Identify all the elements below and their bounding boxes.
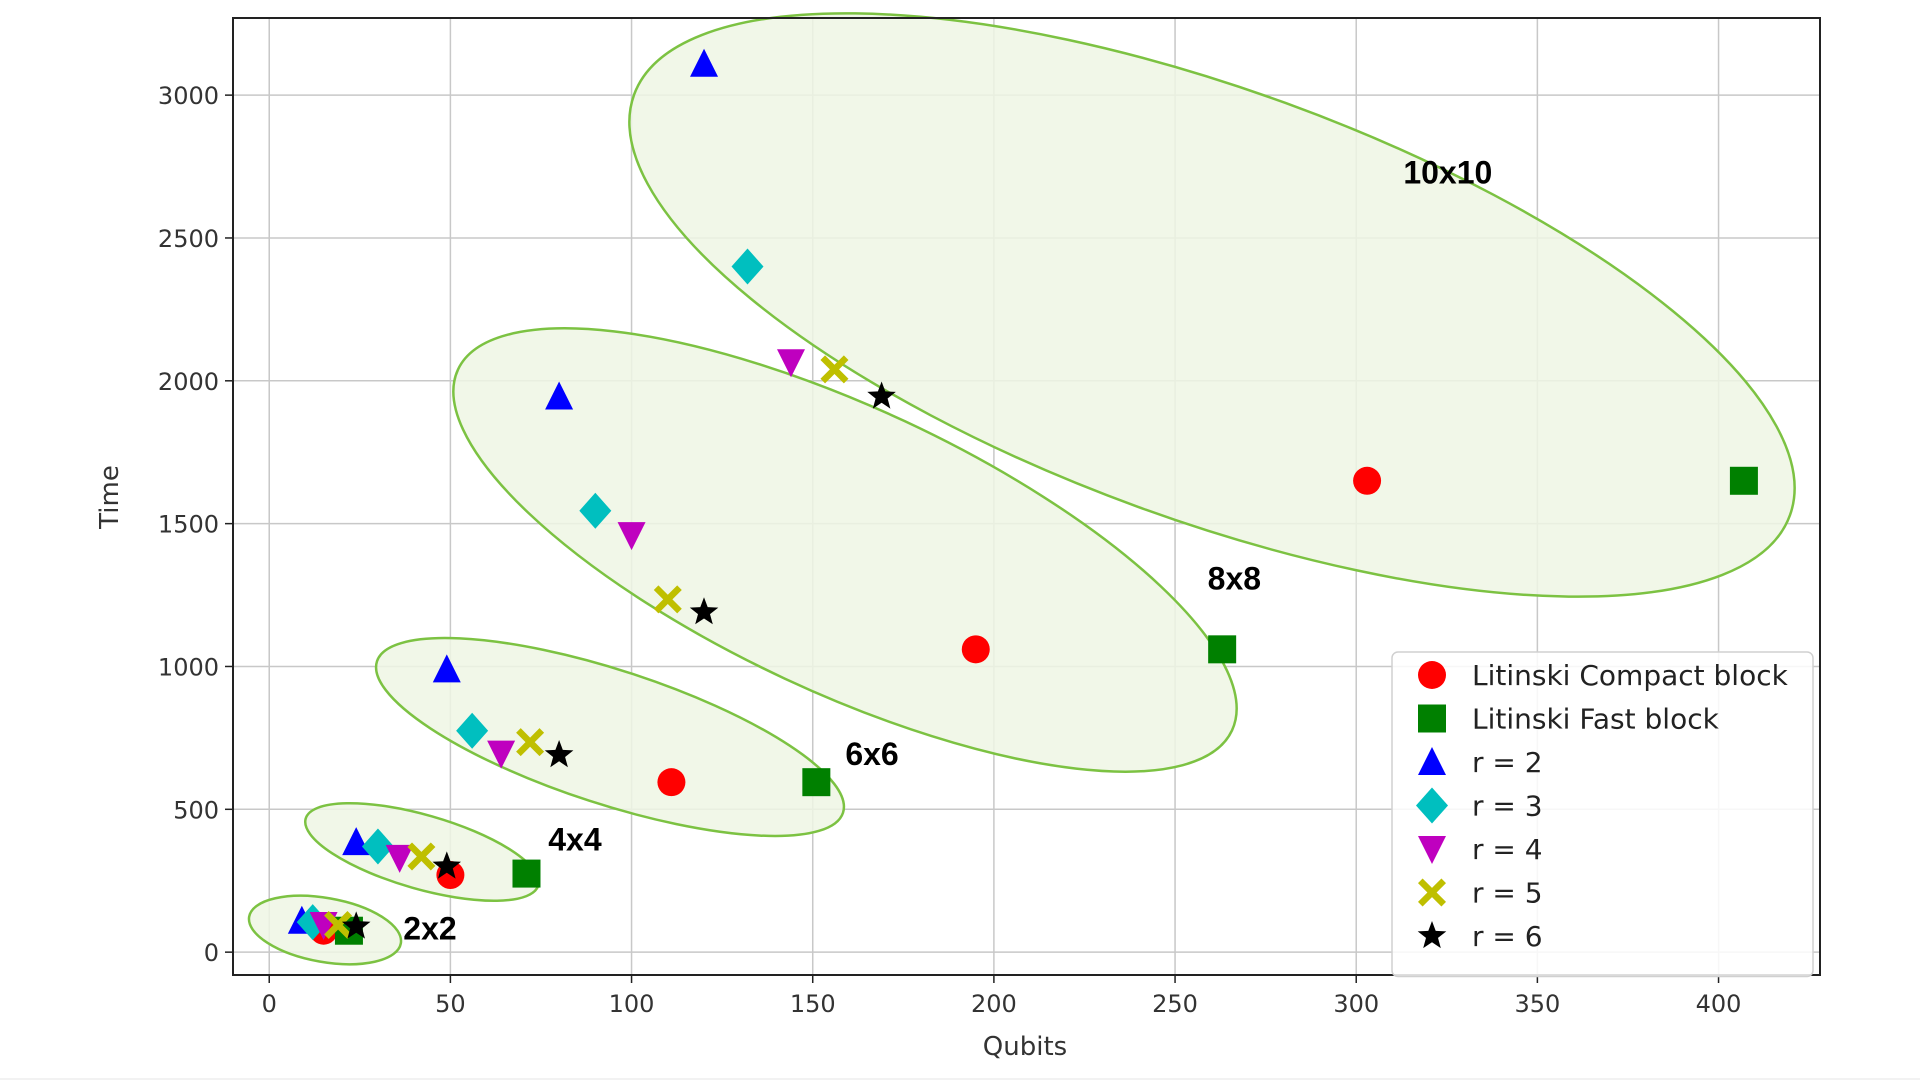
point-litinski-fast-block: [1208, 635, 1237, 664]
x-tick-label: 250: [1152, 990, 1198, 1018]
group-label-6x6: 6x6: [845, 736, 898, 772]
point-r-6: [341, 911, 371, 939]
legend-marker-r-4: [1418, 836, 1446, 864]
group-label-2x2: 2x2: [403, 910, 456, 946]
point-r-6: [544, 740, 574, 768]
y-tick-label: 2500: [158, 225, 219, 253]
point-r-4: [487, 740, 516, 769]
legend-box: [1391, 651, 1814, 978]
point-r-2: [432, 654, 461, 683]
x-tick-label: 150: [790, 990, 836, 1018]
series-litinski-fast-block: [334, 466, 1758, 945]
group-label-4x4: 4x4: [548, 822, 602, 858]
group-ellipse-10x10: [628, 12, 1796, 598]
group-labels: 2x2 4x4 6x6 8x8 10x10: [403, 155, 1492, 947]
legend-marker-r-5: [1418, 878, 1446, 907]
x-tick-label: 100: [609, 990, 655, 1018]
point-r-6: [432, 851, 461, 879]
legend-marker-r-6: [1417, 921, 1447, 949]
point-r-2: [545, 381, 574, 410]
series-r-3: [296, 248, 764, 941]
point-r-5: [324, 911, 353, 940]
legend-label-r-5: r = 5: [1472, 877, 1543, 910]
plot-frame: [232, 17, 1821, 976]
y-tick-label: 2000: [158, 368, 219, 396]
group-ellipse-8x8: [452, 327, 1238, 773]
point-r-3: [361, 828, 394, 865]
legend-marker-r-2: [1418, 747, 1446, 775]
point-litinski-fast-block: [802, 768, 831, 797]
point-r-4: [617, 522, 646, 551]
group-label-8x8: 8x8: [1208, 560, 1261, 596]
x-tick-label: 350: [1514, 990, 1560, 1018]
legend-label-r-3: r = 3: [1472, 790, 1543, 823]
data-points: [287, 48, 1758, 945]
point-r-5: [653, 585, 682, 614]
point-r-6: [867, 381, 896, 409]
point-r-5: [407, 842, 436, 871]
point-r-2: [342, 827, 371, 856]
footer-strip: [0, 1078, 1920, 1080]
point-litinski-fast-block: [512, 859, 541, 888]
point-r-5: [820, 355, 849, 384]
legend-label-litinski-compact-block: Litinski Compact block: [1472, 659, 1789, 692]
point-litinski-compact-block: [961, 635, 990, 664]
y-tick-label: 500: [173, 796, 219, 824]
point-litinski-compact-block: [1353, 466, 1382, 495]
legend-label-litinski-fast-block: Litinski Fast block: [1472, 703, 1720, 736]
group-label-10x10: 10x10: [1403, 155, 1492, 191]
y-tick-label: 3000: [158, 82, 219, 110]
point-r-4: [776, 349, 805, 378]
point-r-6: [689, 597, 719, 625]
legend-marker-litinski-compact-block: [1418, 661, 1446, 689]
group-ellipses: [247, 12, 1796, 966]
y-tick-label: 1500: [158, 511, 219, 539]
point-litinski-fast-block: [1729, 466, 1758, 495]
legend-label-r-2: r = 2: [1472, 746, 1543, 779]
x-tick-label: 200: [971, 990, 1017, 1018]
point-r-5: [516, 728, 545, 757]
point-r-2: [690, 48, 719, 77]
series-r-6: [341, 381, 896, 939]
legend-label-r-4: r = 4: [1472, 833, 1543, 866]
x-tick-label: 0: [262, 990, 277, 1018]
point-r-3: [456, 712, 489, 749]
legend: Litinski Compact block Litinski Fast bloc…: [1391, 651, 1814, 978]
point-litinski-compact-block: [657, 768, 686, 797]
y-axis-label: Time: [95, 465, 125, 530]
point-r-3: [731, 248, 764, 285]
x-tick-label: 300: [1333, 990, 1379, 1018]
x-tick-label: 400: [1696, 990, 1742, 1018]
series-r-5: [324, 355, 849, 940]
point-r-3: [579, 492, 612, 529]
y-tick-label: 1000: [158, 653, 219, 681]
y-tick-label: 0: [204, 939, 219, 967]
axis-ticks: 0 50 100 150 200 250 300 350 400 0 500 1000 1500 2000…: [158, 82, 1742, 1018]
point-r-4: [385, 844, 414, 873]
legend-marker-litinski-fast-block: [1418, 704, 1446, 733]
legend-label-r-6: r = 6: [1472, 920, 1543, 953]
group-ellipse-6x6: [374, 636, 846, 838]
x-axis-label: Qubits: [983, 1032, 1067, 1062]
x-tick-label: 50: [435, 990, 466, 1018]
legend-marker-r-3: [1416, 787, 1448, 824]
